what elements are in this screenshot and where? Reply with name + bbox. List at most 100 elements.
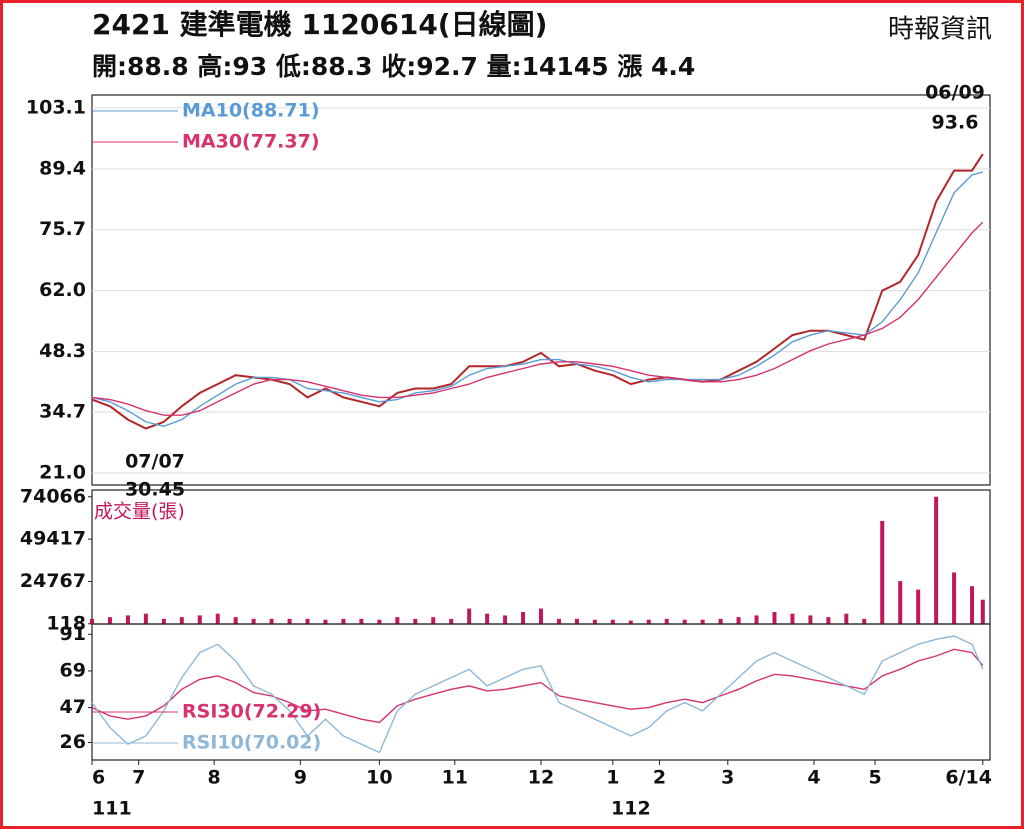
- bar: [395, 617, 400, 624]
- bar: [880, 520, 885, 624]
- bar: [143, 613, 148, 624]
- bar: [556, 618, 561, 624]
- x-tick-label: 9: [294, 767, 307, 789]
- bar: [323, 619, 328, 624]
- bar: [269, 618, 274, 624]
- y-tick-label: 26: [60, 731, 86, 753]
- y-tick-label: 118: [46, 612, 86, 634]
- bar: [90, 618, 94, 624]
- bar: [467, 608, 472, 624]
- x-tick-label: 12: [528, 767, 554, 789]
- y-tick-label: 91: [60, 623, 86, 645]
- bar: [215, 613, 220, 624]
- y-tick-label: 69: [60, 659, 86, 681]
- bar: [539, 608, 543, 624]
- y-tick-label: 34.7: [39, 401, 86, 423]
- bar: [700, 619, 705, 624]
- x-year-label: 111: [92, 798, 132, 820]
- legend-label: RSI30(72.29): [182, 701, 321, 723]
- x-tick-label: 1: [606, 767, 619, 789]
- bar: [628, 620, 633, 624]
- bar: [485, 613, 490, 624]
- bar: [413, 618, 418, 624]
- bar: [718, 618, 723, 624]
- bar: [808, 615, 813, 624]
- annotation-value: 93.6: [932, 112, 979, 134]
- bar: [682, 619, 687, 624]
- bar: [197, 615, 202, 624]
- bar: [574, 618, 579, 624]
- x-tick-label: 6: [92, 767, 105, 789]
- bar: [179, 617, 184, 624]
- bar: [934, 496, 939, 624]
- bar: [826, 617, 831, 624]
- bar: [898, 581, 903, 624]
- bar: [952, 572, 957, 624]
- bar: [980, 599, 985, 624]
- x-tick-label: 10: [366, 767, 392, 789]
- panel: [91, 489, 991, 625]
- y-tick-label: 75.7: [39, 218, 86, 240]
- price-line: [91, 153, 984, 430]
- series-line: [91, 171, 983, 428]
- source: 時報資訊: [888, 15, 992, 45]
- x-tick-label: 2: [653, 767, 666, 789]
- bar: [287, 618, 292, 624]
- bar: [610, 619, 615, 624]
- bar: [341, 618, 346, 624]
- summary: 開:88.8 高:93 低:88.3 收:92.7 量:14145 漲 4.4: [92, 52, 695, 81]
- annotation-date: 06/09: [925, 82, 985, 104]
- x-tick-label: 11: [442, 767, 468, 789]
- bar: [251, 618, 256, 624]
- bar: [664, 618, 669, 624]
- y-tick-label: 89.4: [39, 157, 86, 179]
- bar: [305, 618, 310, 624]
- bar: [646, 619, 651, 624]
- x-year-label: 112: [611, 798, 651, 820]
- panel-title: 成交量(張): [94, 501, 185, 523]
- bar: [359, 618, 364, 624]
- bar: [125, 615, 130, 624]
- x-tick-label: 4: [807, 767, 820, 789]
- x-tick-label: 5: [868, 767, 881, 789]
- y-tick-label: 24767: [20, 570, 86, 592]
- bar: [754, 615, 759, 624]
- bar: [790, 613, 795, 624]
- legend-label: MA30(77.37): [182, 131, 320, 153]
- bar: [233, 617, 238, 624]
- bar: [592, 619, 597, 624]
- bar: [844, 613, 849, 624]
- bar: [431, 617, 436, 624]
- bar: [107, 617, 112, 624]
- legend-label: RSI10(70.02): [182, 732, 321, 754]
- y-tick-label: 62.0: [39, 279, 86, 301]
- legend-label: MA10(88.71): [182, 100, 320, 122]
- series-line: [91, 635, 984, 754]
- y-tick-label: 48.3: [39, 340, 86, 362]
- bar: [862, 618, 867, 624]
- y-tick-label: 49417: [20, 528, 86, 550]
- x-tick-label: 7: [132, 767, 145, 789]
- bar: [161, 618, 166, 624]
- y-tick-label: 103.1: [26, 96, 86, 118]
- bar: [916, 589, 921, 624]
- bar: [521, 611, 526, 624]
- bar: [736, 617, 741, 624]
- y-tick-label: 74066: [20, 485, 86, 507]
- bar: [503, 615, 508, 624]
- annotation-date: 07/07: [125, 451, 185, 473]
- x-tick-label: 8: [208, 767, 221, 789]
- bar: [970, 586, 975, 624]
- y-tick-label: 47: [60, 696, 86, 718]
- series-line: [91, 221, 984, 416]
- series-line: [91, 648, 984, 724]
- bar: [449, 618, 454, 624]
- bar: [772, 611, 777, 624]
- panel: [91, 94, 991, 486]
- x-tick-label: 3: [721, 767, 734, 789]
- chart-title: 2421 建準電機 1120614(日線圖): [92, 8, 547, 41]
- bar: [377, 619, 382, 624]
- y-tick-label: 21.0: [39, 461, 86, 483]
